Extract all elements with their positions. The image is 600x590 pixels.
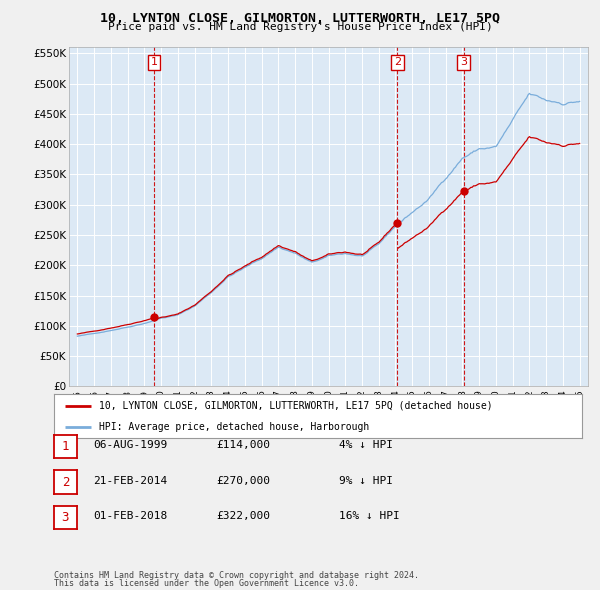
Text: 4% ↓ HPI: 4% ↓ HPI (339, 441, 393, 450)
Text: 10, LYNTON CLOSE, GILMORTON, LUTTERWORTH, LE17 5PQ (detached house): 10, LYNTON CLOSE, GILMORTON, LUTTERWORTH… (99, 401, 493, 411)
Text: Price paid vs. HM Land Registry's House Price Index (HPI): Price paid vs. HM Land Registry's House … (107, 22, 493, 32)
Text: 01-FEB-2018: 01-FEB-2018 (93, 512, 167, 521)
Text: 2: 2 (394, 57, 401, 67)
Text: HPI: Average price, detached house, Harborough: HPI: Average price, detached house, Harb… (99, 422, 369, 432)
Text: £270,000: £270,000 (216, 476, 270, 486)
Text: 21-FEB-2014: 21-FEB-2014 (93, 476, 167, 486)
Text: 1: 1 (62, 440, 69, 453)
Text: This data is licensed under the Open Government Licence v3.0.: This data is licensed under the Open Gov… (54, 579, 359, 588)
Text: 16% ↓ HPI: 16% ↓ HPI (339, 512, 400, 521)
Text: 9% ↓ HPI: 9% ↓ HPI (339, 476, 393, 486)
Text: 2: 2 (62, 476, 69, 489)
Text: 1: 1 (151, 57, 158, 67)
Text: £114,000: £114,000 (216, 441, 270, 450)
Text: 3: 3 (62, 511, 69, 524)
Text: 3: 3 (460, 57, 467, 67)
Text: £322,000: £322,000 (216, 512, 270, 521)
Text: 10, LYNTON CLOSE, GILMORTON, LUTTERWORTH, LE17 5PQ: 10, LYNTON CLOSE, GILMORTON, LUTTERWORTH… (100, 12, 500, 25)
Text: 06-AUG-1999: 06-AUG-1999 (93, 441, 167, 450)
Text: Contains HM Land Registry data © Crown copyright and database right 2024.: Contains HM Land Registry data © Crown c… (54, 571, 419, 580)
